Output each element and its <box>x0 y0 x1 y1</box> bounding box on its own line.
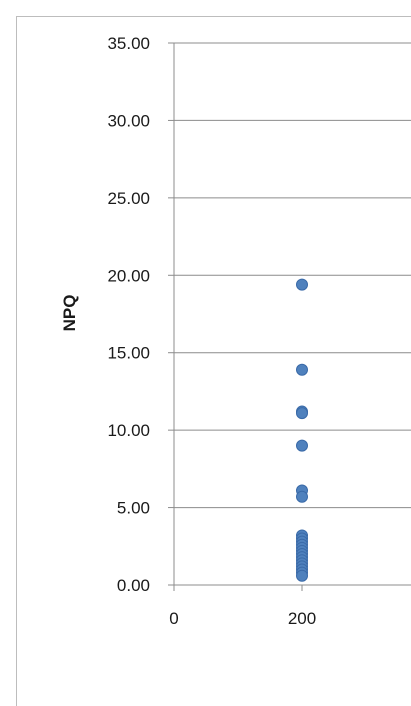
gridlines <box>174 42 411 586</box>
y-tick-labels: 0.00 5.00 10.00 15.00 20.00 25.00 30.00 35.00 <box>107 34 150 595</box>
data-point-0-20 <box>296 569 308 582</box>
x-tick-label-1: 200 <box>288 609 316 628</box>
y-axis-label: NPQ <box>60 295 79 332</box>
x-tick-label-0: 0 <box>169 609 178 628</box>
y-tick-label-3: 15.00 <box>107 344 150 363</box>
data-point-0-6 <box>296 490 308 503</box>
y-tick-label-6: 30.00 <box>107 111 150 130</box>
x-tick-labels: 02004 <box>169 609 316 628</box>
data-point-0-4 <box>296 439 308 452</box>
data-point-0-1 <box>296 363 308 376</box>
data-points <box>296 278 308 582</box>
data-point-0-0 <box>296 278 308 291</box>
axes <box>168 42 303 591</box>
y-tick-label-2: 10.00 <box>107 421 150 440</box>
y-tick-label-1: 5.00 <box>117 499 150 518</box>
y-tick-label-7: 35.00 <box>107 34 150 53</box>
y-tick-label-4: 20.00 <box>107 266 150 285</box>
data-point-0-3 <box>296 407 308 420</box>
chart-area <box>16 16 411 706</box>
y-tick-label-0: 0.00 <box>117 576 150 595</box>
y-tick-label-5: 25.00 <box>107 189 150 208</box>
